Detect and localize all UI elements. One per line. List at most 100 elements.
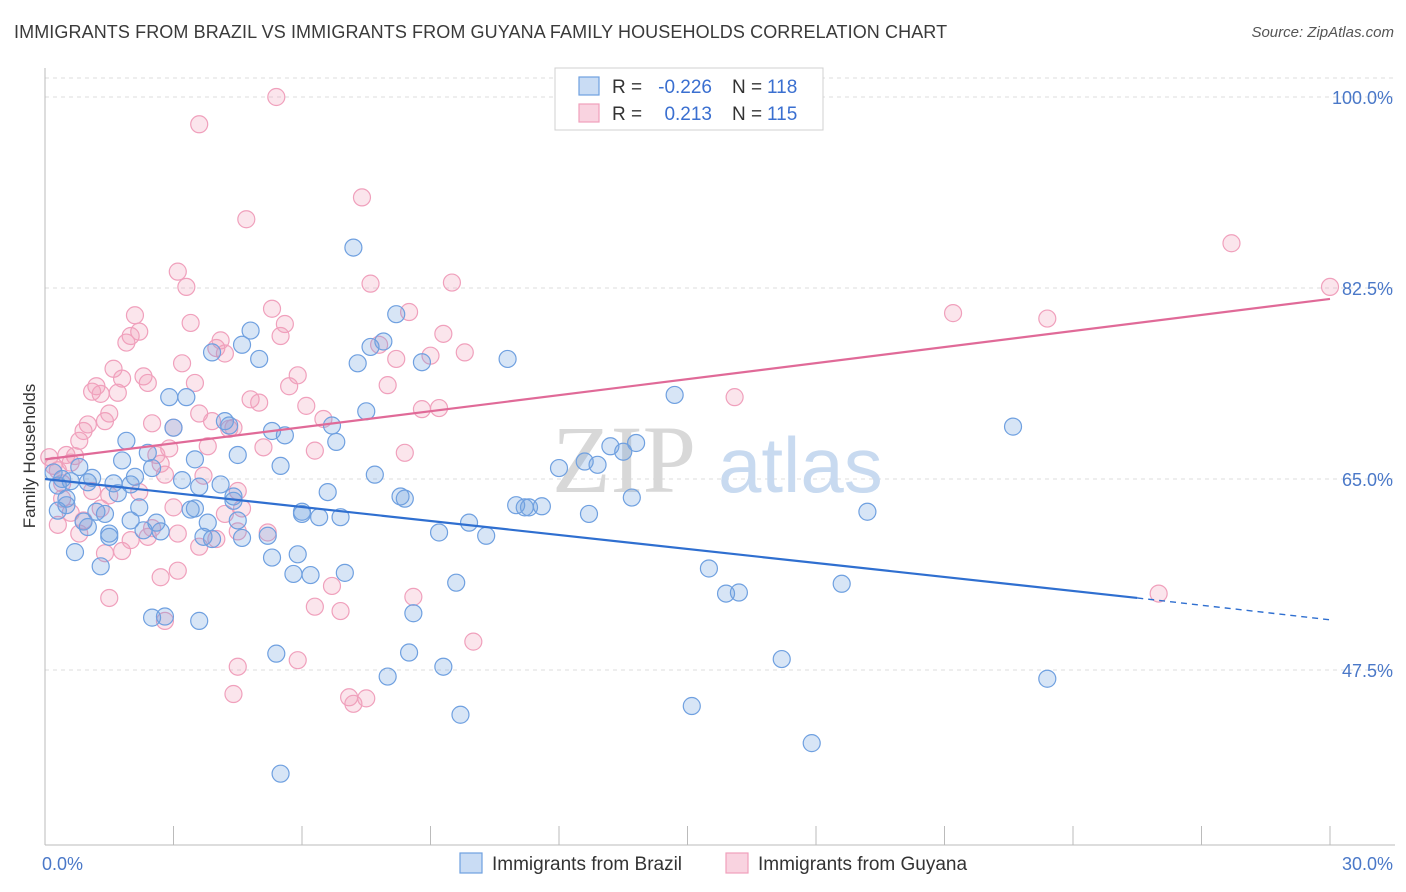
guyana-point: [412, 400, 432, 419]
brazil-point: [232, 335, 252, 354]
brazil-point: [267, 644, 286, 663]
brazil-point: [1038, 669, 1057, 688]
brazil-point: [365, 465, 384, 484]
guyana-point: [297, 396, 316, 415]
guyana-point: [288, 651, 307, 670]
brazil-point: [130, 498, 149, 517]
guyana-point: [361, 274, 380, 293]
guyana-trendline: [44, 297, 1331, 461]
brazil-point: [357, 402, 376, 421]
brazil-point: [498, 349, 517, 369]
brazil-point: [57, 496, 76, 515]
brazil-point: [117, 431, 136, 450]
legend-swatch-brazil: [578, 76, 600, 96]
brazil-point: [185, 499, 205, 518]
trendlines: [44, 297, 1331, 621]
chart-title: IMMIGRANTS FROM BRAZIL VS IMMIGRANTS FRO…: [14, 22, 948, 42]
brazil-point: [172, 470, 192, 490]
brazil-point: [284, 564, 303, 584]
guyana-point: [78, 415, 97, 434]
brazil-point: [108, 484, 127, 503]
guyana-point: [151, 454, 170, 473]
guyana-point: [404, 587, 423, 606]
brazil-point: [344, 238, 363, 257]
y-tick-label-1: 65.0%: [1342, 470, 1393, 490]
brazil-point: [404, 604, 423, 623]
y-tick-label-3: 100.0%: [1332, 88, 1393, 108]
guyana-point: [1038, 309, 1057, 328]
brazil-point: [198, 513, 217, 532]
brazil-point: [262, 548, 282, 567]
guyana-point: [125, 306, 145, 325]
brazil-trendline-extension: [1137, 597, 1331, 621]
brazil-point: [395, 489, 414, 508]
guyana-point: [331, 601, 350, 621]
brazil-point: [614, 442, 633, 461]
brazil-point: [121, 475, 140, 494]
guyana-point: [442, 273, 462, 292]
guyana-point: [100, 588, 119, 608]
brazil-point: [224, 487, 243, 506]
brazil-point: [378, 667, 397, 686]
brazil-point: [70, 457, 89, 477]
brazil-point: [155, 607, 175, 626]
brazil-point: [142, 458, 162, 478]
guyana-point: [108, 383, 127, 402]
brazil-point: [348, 354, 367, 373]
legend-r-label-2: R =: [612, 104, 642, 125]
guyana-point: [1222, 234, 1241, 253]
guyana-point: [198, 437, 217, 456]
brazil-point: [228, 445, 247, 465]
legend-n-value-2: 115: [767, 104, 797, 125]
guyana-point: [168, 524, 187, 543]
brazil-point: [318, 482, 337, 502]
brazil-point: [519, 498, 539, 517]
legend-n-label-2: N =: [732, 104, 762, 125]
legend-n-value-1: 118: [767, 77, 797, 98]
brazil-point: [447, 573, 466, 592]
brazil-point: [220, 416, 239, 435]
legend-r-value-1: -0.226: [658, 77, 712, 98]
brazil-point: [190, 477, 209, 496]
brazil-point: [802, 734, 821, 753]
brazil-trendline: [44, 477, 1138, 600]
bottom-legend-swatch-brazil: [459, 852, 483, 874]
brazil-point: [716, 584, 736, 603]
guyana-point: [271, 326, 290, 346]
brazil-point: [241, 321, 260, 340]
guyana-point: [1149, 584, 1168, 603]
guyana-point: [434, 324, 453, 343]
brazil-point: [147, 513, 166, 532]
brazil-point: [532, 497, 551, 516]
guyana-point: [151, 568, 170, 587]
guyana-point: [190, 115, 209, 134]
guyana-points: [40, 87, 1340, 713]
brazil-point: [322, 416, 342, 435]
guyana-point: [181, 313, 200, 333]
bottom-legend-brazil: Immigrants from Brazil: [492, 854, 682, 875]
brazil-point: [112, 451, 132, 470]
guyana-point: [138, 373, 157, 393]
guyana-point: [288, 366, 307, 385]
brazil-point: [271, 764, 290, 783]
brazil-point: [164, 418, 183, 437]
guyana-point: [70, 431, 89, 450]
guyana-point: [177, 277, 196, 297]
brazil-point: [185, 450, 205, 469]
brazil-point: [211, 475, 230, 494]
stats-legend: R = -0.226 N = 118 R = 0.213 N = 115: [554, 67, 824, 131]
brazil-point: [459, 513, 479, 532]
bottom-legend-guyana: Immigrants from Guyana: [758, 854, 967, 875]
brazil-point: [387, 305, 406, 324]
guyana-point: [91, 384, 110, 403]
brazil-point: [331, 508, 350, 527]
guyana-point: [121, 531, 140, 550]
brazil-point: [549, 458, 569, 478]
guyana-point: [142, 414, 162, 433]
guyana-point: [267, 87, 286, 107]
legend-r-label-1: R =: [612, 77, 642, 98]
brazil-point: [579, 504, 599, 524]
legend-n-label-1: N =: [732, 77, 762, 98]
brazil-point: [412, 353, 432, 372]
guyana-point: [254, 438, 273, 457]
